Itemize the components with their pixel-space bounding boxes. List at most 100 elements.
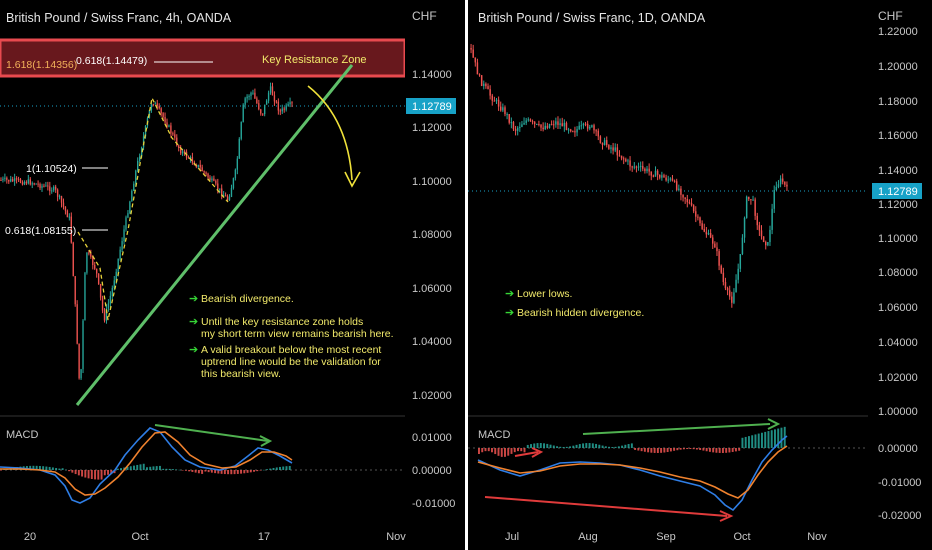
macd-bar	[533, 443, 536, 448]
candle-body	[762, 236, 765, 242]
macd-bar	[175, 469, 178, 470]
left-macd-ytick-label: 0.01000	[412, 432, 452, 444]
note-lower-lows: Lower lows.	[517, 288, 572, 300]
candle-body	[673, 180, 676, 182]
macd-bar	[243, 470, 246, 474]
macd-bar	[757, 433, 760, 448]
candle-body	[720, 265, 722, 273]
macd-bar	[526, 444, 529, 448]
candle-body	[269, 86, 272, 93]
candle-body	[724, 282, 727, 289]
candle-body	[512, 122, 515, 130]
macd-bar	[162, 468, 165, 470]
left-ytick-label: 1.12000	[412, 122, 452, 134]
candle-body	[478, 74, 481, 76]
candle-body	[777, 184, 780, 187]
candle-body	[692, 205, 695, 212]
candle-body	[631, 166, 633, 168]
macd-bar	[214, 470, 217, 474]
macd-bar	[288, 465, 291, 470]
macd-bar	[738, 448, 741, 451]
candle-body	[506, 114, 508, 116]
candle-body	[260, 109, 262, 114]
candle-body	[639, 165, 642, 167]
candle-body	[53, 186, 55, 191]
candle-body	[741, 237, 744, 255]
macd-bar	[87, 470, 90, 479]
macd-bar	[275, 467, 278, 470]
macd-bar	[647, 448, 650, 453]
candle-body	[84, 272, 86, 321]
note-resistance-line1: Until the key resistance zone holds	[201, 316, 363, 328]
candle-body	[277, 101, 280, 111]
macd-bar	[640, 448, 643, 452]
macd-bar	[129, 466, 132, 470]
candle-body	[497, 99, 500, 107]
right-macd-line	[477, 435, 788, 512]
macd-bar	[58, 468, 61, 470]
macd-bar	[721, 448, 724, 453]
candle-body	[480, 75, 483, 86]
candle-body	[690, 203, 693, 206]
candle-body	[64, 206, 67, 211]
right-ytick-label: 1.06000	[878, 302, 918, 314]
macd-bar	[61, 468, 64, 470]
fib-label-0618a: 0.618(1.14479)	[76, 55, 147, 67]
candle-body	[138, 156, 141, 161]
macd-bar	[279, 466, 281, 470]
candle-body	[580, 125, 583, 127]
right-macd-red-arrow	[719, 510, 734, 522]
bearish-arrow-head	[344, 171, 361, 188]
candle-body	[652, 175, 655, 177]
candle-body	[205, 172, 207, 174]
candle-body	[510, 122, 513, 124]
candle-body	[601, 142, 604, 145]
candle-body	[275, 101, 278, 103]
macd-bar	[591, 443, 594, 448]
candle-body	[499, 106, 502, 111]
candle-body	[107, 303, 110, 309]
candle-body	[750, 199, 752, 201]
right-macd-small-red-arrow	[531, 447, 544, 458]
macd-bar	[578, 444, 581, 448]
candle-body	[595, 130, 597, 132]
macd-bar	[487, 448, 490, 452]
macd-bar	[184, 470, 187, 471]
candle-body	[41, 185, 43, 188]
candle-body	[540, 124, 542, 128]
macd-bar	[692, 448, 695, 450]
macd-bar	[236, 470, 239, 474]
macd-bar	[559, 446, 562, 448]
candle-body	[642, 165, 644, 169]
candle-body	[10, 179, 12, 182]
macd-bar	[539, 443, 542, 448]
candle-body	[567, 129, 570, 131]
candle-body	[127, 213, 129, 218]
candle-body	[523, 122, 525, 125]
candle-body	[66, 210, 69, 218]
candle-body	[262, 113, 264, 115]
macd-bar	[530, 444, 532, 448]
candle-body	[60, 196, 63, 203]
candle-body	[17, 178, 20, 180]
candle-body	[172, 133, 174, 135]
left-ytick-label: 1.08000	[412, 229, 452, 241]
macd-bar	[500, 448, 503, 457]
candle-body	[550, 124, 553, 126]
candle-body	[527, 119, 530, 121]
macd-bar	[165, 468, 168, 470]
candle-body	[572, 131, 574, 133]
macd-bar	[227, 470, 230, 475]
macd-bar	[51, 467, 54, 470]
macd-bar	[262, 469, 265, 471]
candle-body	[544, 125, 547, 130]
candle-body	[612, 147, 614, 151]
macd-bar	[152, 466, 155, 470]
candle-body	[758, 225, 761, 231]
macd-bar	[569, 446, 572, 448]
candle-body	[718, 251, 720, 266]
macd-bar	[42, 466, 45, 470]
left-candles	[0, 82, 293, 380]
candle-body	[68, 216, 71, 218]
macd-bar	[504, 448, 506, 457]
